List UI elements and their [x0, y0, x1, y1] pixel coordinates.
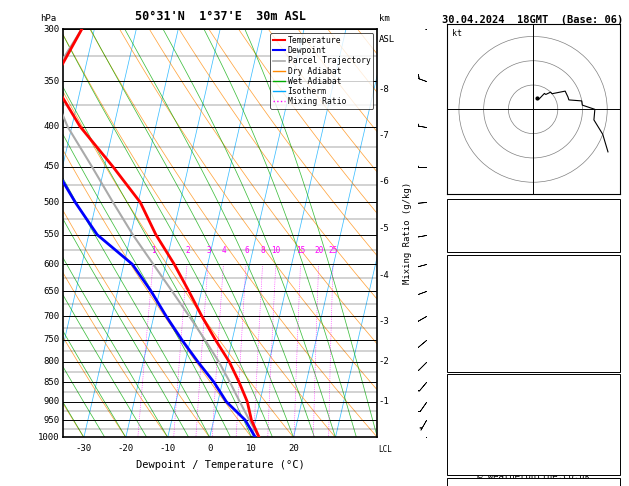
Text: Mixing Ratio (g/kg): Mixing Ratio (g/kg) — [403, 182, 412, 284]
Text: 750: 750 — [43, 335, 60, 345]
Text: -4: -4 — [379, 271, 389, 280]
Text: Lifted Index: Lifted Index — [450, 321, 520, 331]
Text: 1: 1 — [151, 246, 156, 255]
Text: 600: 600 — [43, 260, 60, 269]
Text: 50°31'N  1°37'E  30m ASL: 50°31'N 1°37'E 30m ASL — [135, 10, 306, 23]
Text: θᴇ (K): θᴇ (K) — [450, 409, 485, 418]
Text: 3: 3 — [206, 246, 211, 255]
Text: 650: 650 — [43, 287, 60, 296]
Text: 20: 20 — [314, 246, 323, 255]
Text: 28: 28 — [604, 202, 616, 212]
Text: 800: 800 — [43, 357, 60, 366]
Text: 2: 2 — [611, 425, 616, 434]
Legend: Temperature, Dewpoint, Parcel Trajectory, Dry Adiabat, Wet Adiabat, Isotherm, Mi: Temperature, Dewpoint, Parcel Trajectory… — [270, 33, 374, 109]
Text: kt: kt — [452, 30, 462, 38]
Text: 15: 15 — [296, 246, 306, 255]
Text: 2: 2 — [185, 246, 190, 255]
Text: 850: 850 — [43, 378, 60, 387]
Text: Lifted Index: Lifted Index — [450, 425, 520, 434]
Text: km: km — [379, 14, 389, 23]
Text: Temp (°C): Temp (°C) — [450, 273, 503, 283]
Text: 25: 25 — [328, 246, 338, 255]
Text: CAPE (J): CAPE (J) — [450, 441, 497, 451]
Text: Dewpoint / Temperature (°C): Dewpoint / Temperature (°C) — [136, 460, 304, 470]
Text: -30: -30 — [76, 444, 92, 452]
Text: -10: -10 — [160, 444, 175, 452]
Text: 550: 550 — [43, 230, 60, 239]
Text: PW (cm): PW (cm) — [450, 234, 491, 244]
Text: 4: 4 — [221, 246, 226, 255]
Text: 0: 0 — [611, 353, 616, 363]
Text: 10: 10 — [272, 246, 281, 255]
Text: 8: 8 — [260, 246, 265, 255]
Text: 450: 450 — [43, 162, 60, 171]
Text: 6: 6 — [244, 246, 248, 255]
Text: -5: -5 — [379, 224, 389, 233]
Text: Pressure (mb): Pressure (mb) — [450, 393, 526, 402]
Text: 2.2: 2.2 — [599, 234, 616, 244]
Text: 30.04.2024  18GMT  (Base: 06): 30.04.2024 18GMT (Base: 06) — [442, 15, 624, 25]
Text: 700: 700 — [43, 312, 60, 321]
Text: Most Unstable: Most Unstable — [495, 377, 571, 386]
Text: θᴇ(K): θᴇ(K) — [450, 305, 479, 315]
Text: -1: -1 — [379, 397, 389, 406]
Text: 0: 0 — [611, 457, 616, 467]
Text: 350: 350 — [43, 77, 60, 86]
Text: 300: 300 — [43, 25, 60, 34]
Text: 5: 5 — [611, 321, 616, 331]
Text: 11.8: 11.8 — [593, 273, 616, 283]
Text: CIN (J): CIN (J) — [450, 353, 491, 363]
Text: 900: 900 — [43, 397, 60, 406]
Text: 0: 0 — [611, 441, 616, 451]
Text: 0: 0 — [611, 337, 616, 347]
Text: 20: 20 — [288, 444, 299, 452]
Text: Surface: Surface — [513, 257, 554, 267]
Text: 500: 500 — [43, 198, 60, 207]
Text: -7: -7 — [379, 131, 389, 139]
Text: 10.9: 10.9 — [593, 289, 616, 299]
Text: 950: 950 — [43, 416, 60, 424]
Text: 309: 309 — [599, 409, 616, 418]
Text: ASL: ASL — [379, 35, 395, 44]
Text: 0: 0 — [207, 444, 213, 452]
Text: 750: 750 — [599, 393, 616, 402]
Text: CIN (J): CIN (J) — [450, 457, 491, 467]
Text: -3: -3 — [379, 317, 389, 326]
Text: -20: -20 — [118, 444, 134, 452]
Text: 306: 306 — [599, 305, 616, 315]
Text: Totals Totals: Totals Totals — [450, 218, 526, 228]
Text: LCL: LCL — [379, 445, 392, 454]
Text: CAPE (J): CAPE (J) — [450, 337, 497, 347]
Text: Dewp (°C): Dewp (°C) — [450, 289, 503, 299]
Text: 10: 10 — [246, 444, 257, 452]
Text: K: K — [450, 202, 455, 212]
Text: hPa: hPa — [40, 14, 57, 23]
Text: Hodograph: Hodograph — [506, 480, 560, 486]
Text: © weatheronline.co.uk: © weatheronline.co.uk — [477, 472, 589, 481]
Text: 400: 400 — [43, 122, 60, 131]
Text: -8: -8 — [379, 85, 389, 94]
Text: 49: 49 — [604, 218, 616, 228]
Text: -6: -6 — [379, 177, 389, 186]
Text: -2: -2 — [379, 357, 389, 366]
Text: 1000: 1000 — [38, 433, 60, 442]
